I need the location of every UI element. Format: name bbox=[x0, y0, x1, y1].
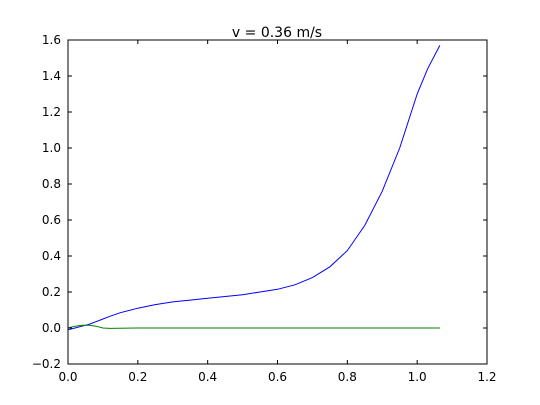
series-line-1 bbox=[67, 45, 441, 331]
x-tick-label: 1.2 bbox=[477, 370, 496, 384]
x-axis: 0.0 0.2 0.4 0.6 0.8 1.0 1.2 bbox=[58, 40, 497, 384]
x-tick-label: 0.8 bbox=[338, 370, 357, 384]
y-tick-label: 0.6 bbox=[42, 213, 61, 227]
y-tick-label: 0.0 bbox=[42, 321, 61, 335]
x-tick-label: 1.0 bbox=[408, 370, 427, 384]
x-tick-label: 0.6 bbox=[268, 370, 287, 384]
x-tick-label: 0.4 bbox=[198, 370, 217, 384]
x-tick-label: 0.2 bbox=[128, 370, 147, 384]
y-tick-label: 1.2 bbox=[42, 105, 61, 119]
y-tick-label: 1.6 bbox=[42, 33, 61, 47]
y-tick-label: 0.2 bbox=[42, 285, 61, 299]
series-layer bbox=[67, 45, 441, 331]
y-tick-label: 0.8 bbox=[42, 177, 61, 191]
y-tick-label: 1.4 bbox=[42, 69, 61, 83]
x-tick-label: 0.0 bbox=[58, 370, 77, 384]
chart-title: v = 0.36 m/s bbox=[232, 25, 322, 41]
series-line-2 bbox=[67, 324, 440, 329]
y-tick-label: 1.0 bbox=[42, 141, 61, 155]
y-tick-label: 0.4 bbox=[42, 249, 61, 263]
y-axis: −0.2 0.0 0.2 0.4 0.6 0.8 1.0 1.2 1.4 1.6 bbox=[32, 33, 487, 371]
y-tick-label: −0.2 bbox=[32, 357, 61, 371]
plot-frame bbox=[67, 39, 488, 365]
